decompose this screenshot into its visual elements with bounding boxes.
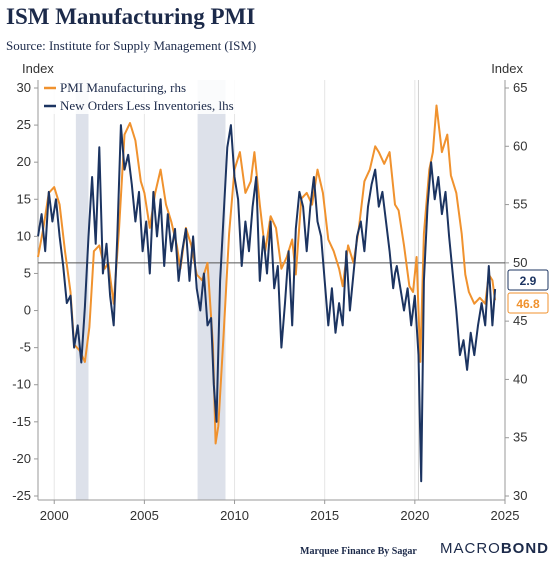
left-axis-label: Index bbox=[22, 61, 54, 76]
right-axis-ticks: 65 60 55 50 45 40 35 30 bbox=[505, 80, 527, 503]
right-tick-label: 30 bbox=[513, 488, 527, 503]
left-tick-label: -20 bbox=[12, 451, 31, 466]
last-value-pmi-text: 46.8 bbox=[516, 297, 540, 311]
left-tick-label: 15 bbox=[17, 191, 31, 206]
last-value-new-orders-box bbox=[507, 269, 549, 291]
left-tick-label: 25 bbox=[17, 117, 31, 132]
macrobond-logo: MACROBOND bbox=[440, 540, 549, 557]
left-tick-label: 5 bbox=[24, 265, 31, 280]
series-line-pmi bbox=[37, 104, 497, 445]
x-tick-label: 2005 bbox=[130, 508, 159, 523]
x-tick-label: 2015 bbox=[310, 508, 339, 523]
x-tick-label: 2025 bbox=[491, 508, 520, 523]
recession-bar-0 bbox=[75, 80, 89, 500]
right-tick-label: 50 bbox=[513, 255, 527, 270]
legend-label-0: PMI Manufacturing, rhs bbox=[60, 80, 186, 95]
left-tick-label: 10 bbox=[17, 228, 31, 243]
x-tick-label: 2010 bbox=[220, 508, 249, 523]
legend: PMI Manufacturing, rhs New Orders Less In… bbox=[40, 78, 250, 114]
left-tick-label: -25 bbox=[12, 488, 31, 503]
last-value-pmi-box bbox=[507, 292, 549, 314]
series-lines bbox=[37, 104, 497, 483]
right-tick-label: 55 bbox=[513, 197, 527, 212]
legend-label-1: New Orders Less Inventories, lhs bbox=[60, 98, 234, 113]
logo-text-right: BOND bbox=[500, 540, 549, 557]
series-line-new-orders bbox=[37, 124, 497, 483]
left-tick-label: -15 bbox=[12, 414, 31, 429]
legend-bg-1 bbox=[40, 96, 250, 114]
x-axis-ticks: 2000 2005 2010 2015 2020 2025 bbox=[40, 500, 520, 523]
right-tick-label: 65 bbox=[513, 80, 527, 95]
right-tick-label: 35 bbox=[513, 430, 527, 445]
x-tick-label: 2020 bbox=[400, 508, 429, 523]
logo-text-left: MACRO bbox=[439, 540, 501, 557]
x-tick-label: 2000 bbox=[40, 508, 69, 523]
left-tick-label: 0 bbox=[24, 303, 31, 318]
last-value-labels: 2.9 46.8 bbox=[507, 269, 549, 314]
chart-title: ISM Manufacturing PMI bbox=[6, 4, 256, 29]
left-tick-label: 20 bbox=[17, 154, 31, 169]
left-tick-label: -10 bbox=[12, 377, 31, 392]
chart-subtitle: Source: Institute for Supply Management … bbox=[6, 38, 257, 53]
right-axis-label: Index bbox=[491, 61, 523, 76]
right-tick-label: 60 bbox=[513, 138, 527, 153]
left-axis-ticks: 30 25 20 15 10 5 0 -5 -10 -15 -20 -25 bbox=[12, 80, 38, 503]
legend-bg-0 bbox=[40, 78, 250, 96]
last-value-new-orders-text: 2.9 bbox=[520, 274, 537, 288]
right-tick-label: 45 bbox=[513, 313, 527, 328]
left-tick-label: -5 bbox=[19, 340, 31, 355]
left-tick-label: 30 bbox=[17, 80, 31, 95]
plot-frame bbox=[37, 80, 506, 501]
footer-credit: Marquee Finance By Sagar bbox=[300, 546, 417, 557]
right-tick-label: 40 bbox=[513, 371, 527, 386]
